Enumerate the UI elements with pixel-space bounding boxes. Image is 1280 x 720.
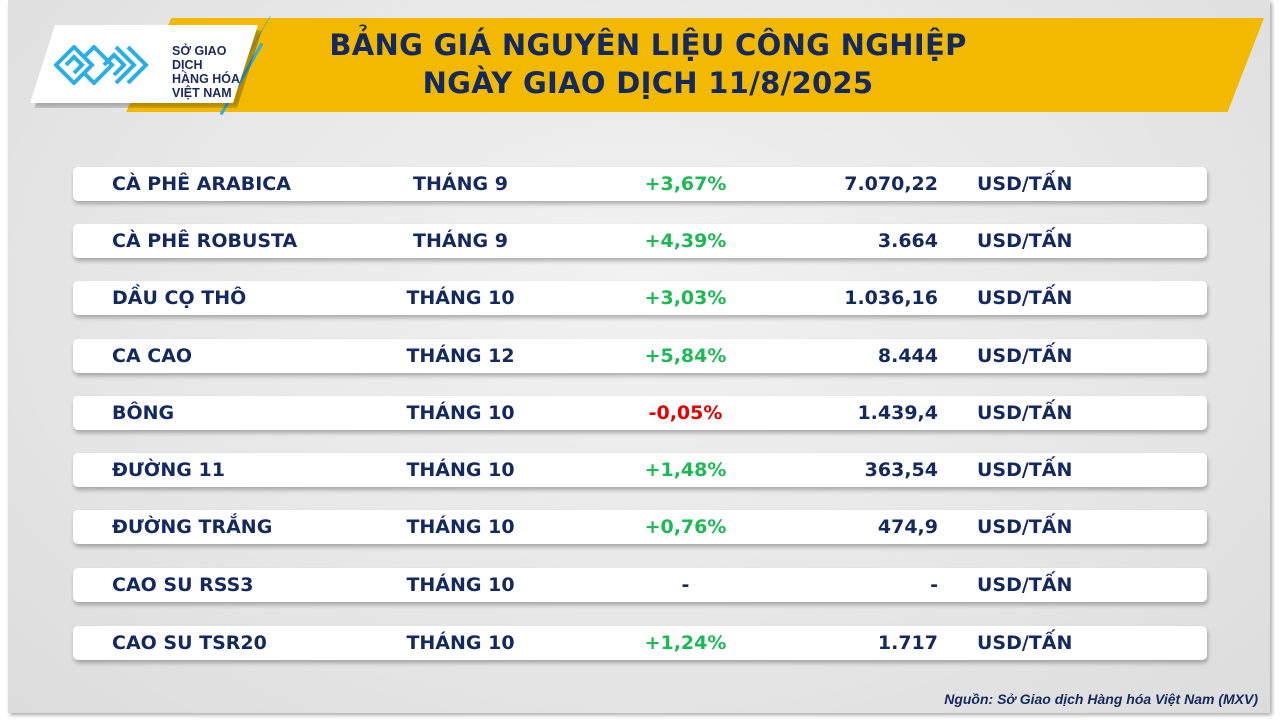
- price-unit: USD/TẤN: [977, 230, 1073, 252]
- price-change: +1,48%: [644, 459, 727, 481]
- commodity-name: CÀ PHÊ ARABICA: [112, 173, 291, 195]
- table-row: BÔNG THÁNG 10 -0,05% 1.439,4 USD/TẤN: [73, 396, 1207, 430]
- commodity-name: DẦU CỌ THÔ: [112, 287, 247, 309]
- logo-text: SỞ GIAO DỊCH HÀNG HÓA VIỆT NAM: [172, 44, 258, 100]
- commodity-name: ĐƯỜNG TRẮNG: [112, 516, 273, 538]
- table-row: DẦU CỌ THÔ THÁNG 10 +3,03% 1.036,16 USD/…: [73, 281, 1207, 315]
- title-banner: [126, 18, 1264, 112]
- commodity-name: CA CAO: [112, 345, 193, 367]
- title-line-1: BẢNG GIÁ NGUYÊN LIỆU CÔNG NGHIỆP: [329, 28, 967, 62]
- price-value: 8.444: [877, 345, 938, 367]
- source-note: Nguồn: Sở Giao dịch Hàng hóa Việt Nam (M…: [944, 691, 1258, 707]
- price-unit: USD/TẤN: [977, 287, 1073, 309]
- contract-month: THÁNG 10: [406, 574, 515, 596]
- price-change: +1,24%: [644, 632, 727, 654]
- price-value: 3.664: [877, 230, 938, 252]
- contract-month: THÁNG 10: [406, 402, 515, 424]
- price-unit: USD/TẤN: [977, 345, 1073, 367]
- price-value: -: [930, 574, 938, 596]
- table-row: CA CAO THÁNG 12 +5,84% 8.444 USD/TẤN: [73, 339, 1207, 373]
- contract-month: THÁNG 10: [406, 516, 515, 538]
- contract-month: THÁNG 10: [406, 459, 515, 481]
- table-row: CAO SU RSS3 THÁNG 10 - - USD/TẤN: [73, 568, 1207, 602]
- logo-line: SỞ GIAO DỊCH: [172, 44, 227, 72]
- price-change: +3,67%: [644, 173, 727, 195]
- table-row: CÀ PHÊ ARABICA THÁNG 9 +3,67% 7.070,22 U…: [73, 167, 1207, 201]
- commodity-name: BÔNG: [112, 402, 175, 424]
- logo-line: HÀNG HÓA: [172, 72, 241, 86]
- price-change: +3,03%: [644, 287, 727, 309]
- page-title: BẢNG GIÁ NGUYÊN LIỆU CÔNG NGHIỆP NGÀY GI…: [208, 26, 1088, 102]
- commodity-name: CAO SU RSS3: [112, 574, 254, 596]
- price-change: -: [681, 574, 690, 596]
- price-value: 1.036,16: [844, 287, 938, 309]
- commodity-name: CAO SU TSR20: [112, 632, 267, 654]
- commodity-name: ĐƯỜNG 11: [112, 459, 225, 481]
- table-row: CAO SU TSR20 THÁNG 10 +1,24% 1.717 USD/T…: [73, 626, 1207, 660]
- contract-month: THÁNG 10: [406, 287, 515, 309]
- price-change: +0,76%: [644, 516, 727, 538]
- price-unit: USD/TẤN: [977, 574, 1073, 596]
- contract-month: THÁNG 9: [413, 230, 508, 252]
- price-change: +5,84%: [644, 345, 727, 367]
- table-row: CÀ PHÊ ROBUSTA THÁNG 9 +4,39% 3.664 USD/…: [73, 224, 1207, 258]
- price-value: 474,9: [877, 516, 938, 538]
- mxv-logo-icon: [54, 45, 149, 85]
- commodity-name: CÀ PHÊ ROBUSTA: [112, 230, 298, 252]
- price-value: 1.439,4: [857, 402, 938, 424]
- title-line-2: NGÀY GIAO DỊCH 11/8/2025: [422, 66, 874, 100]
- price-change: +4,39%: [644, 230, 727, 252]
- mxv-logo: SỞ GIAO DỊCH HÀNG HÓA VIỆT NAM: [30, 25, 258, 103]
- table-row: ĐƯỜNG 11 THÁNG 10 +1,48% 363,54 USD/TẤN: [73, 453, 1207, 487]
- contract-month: THÁNG 12: [406, 345, 515, 367]
- price-unit: USD/TẤN: [977, 516, 1073, 538]
- contract-month: THÁNG 9: [413, 173, 508, 195]
- price-unit: USD/TẤN: [977, 459, 1073, 481]
- logo-line: VIỆT NAM: [172, 86, 232, 100]
- price-value: 1.717: [877, 632, 938, 654]
- table-row: ĐƯỜNG TRẮNG THÁNG 10 +0,76% 474,9 USD/TẤ…: [73, 510, 1207, 544]
- price-value: 7.070,22: [844, 173, 938, 195]
- price-change: -0,05%: [648, 402, 723, 424]
- price-unit: USD/TẤN: [977, 632, 1073, 654]
- price-unit: USD/TẤN: [977, 173, 1073, 195]
- price-value: 363,54: [864, 459, 938, 481]
- price-unit: USD/TẤN: [977, 402, 1073, 424]
- contract-month: THÁNG 10: [406, 632, 515, 654]
